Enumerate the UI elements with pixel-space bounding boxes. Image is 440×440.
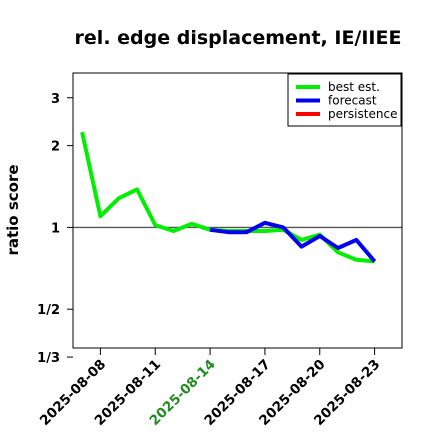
series-line-forecast xyxy=(209,220,377,263)
y-tick-label: 2 xyxy=(51,140,60,155)
y-axis-label: ratio score xyxy=(4,164,22,255)
legend-label: persistence xyxy=(328,107,397,121)
y-tick-label: 3 xyxy=(51,92,60,107)
legend-label: best est. xyxy=(328,80,380,94)
legend-label: forecast xyxy=(328,94,377,108)
chart-title: rel. edge displacement, IE/IIEE xyxy=(75,27,402,49)
y-tick-label: 1 xyxy=(51,221,60,236)
series-layer xyxy=(80,131,377,264)
y-tick-label: 1/3 xyxy=(37,351,60,366)
x-axis: 2025-08-082025-08-112025-08-142025-08-17… xyxy=(37,348,383,429)
plot-frame xyxy=(72,72,403,349)
y-axis: 1/3 1/2 1 2 3 xyxy=(37,92,73,366)
y-tick-label: 1/2 xyxy=(37,303,60,318)
